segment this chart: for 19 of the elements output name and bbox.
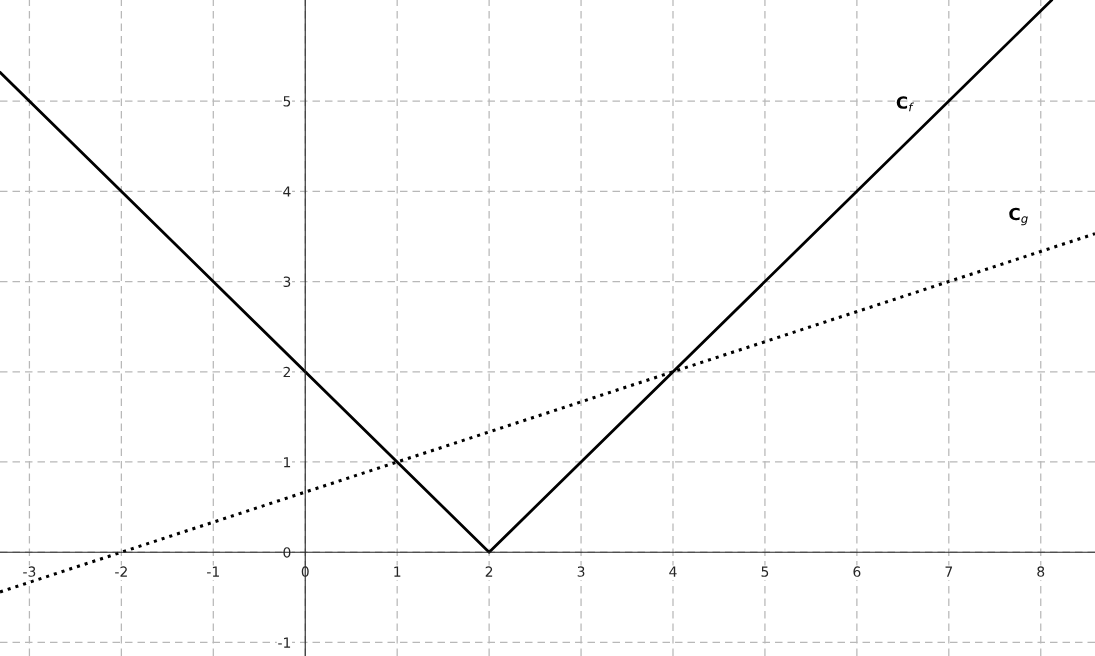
x-tick-label: 5 bbox=[761, 566, 769, 577]
x-tick-label: 8 bbox=[1037, 566, 1045, 577]
x-tick-label: 2 bbox=[485, 566, 493, 577]
series-label: C$_{g}$ bbox=[1009, 207, 1028, 226]
x-tick-label: -1 bbox=[207, 566, 219, 577]
series-label: C$_{f}$ bbox=[896, 96, 914, 112]
x-tick-label: 3 bbox=[577, 566, 585, 577]
x-tick-label: 1 bbox=[394, 566, 401, 577]
y-tick-label: 3 bbox=[283, 276, 291, 287]
x-tick-label: -2 bbox=[115, 566, 127, 577]
y-tick-label: 5 bbox=[283, 96, 291, 107]
y-tick-label: -1 bbox=[278, 637, 291, 648]
y-tick-label: 4 bbox=[283, 186, 291, 197]
y-tick-label: 2 bbox=[283, 366, 290, 378]
x-tick-label: 7 bbox=[945, 566, 953, 577]
x-tick-label: -3 bbox=[23, 566, 36, 577]
x-tick-label: 4 bbox=[669, 566, 677, 577]
x-tick-label: 6 bbox=[853, 566, 861, 577]
y-tick-label: 1 bbox=[284, 457, 291, 468]
